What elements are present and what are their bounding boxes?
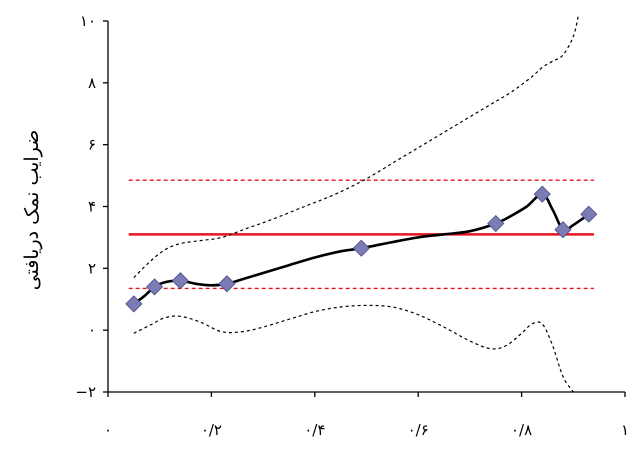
x-tick-label: ۱ — [621, 421, 629, 439]
data-point — [533, 185, 551, 203]
data-point — [145, 278, 164, 296]
data-points — [125, 185, 598, 313]
x-tick-label: ۰/۲ — [201, 421, 222, 439]
axes — [103, 20, 626, 397]
y-tick-label: ۶ — [88, 136, 96, 154]
confidence-band-line — [133, 14, 580, 279]
y-tick-label: −۲ — [75, 383, 96, 401]
y-tick-label: ۲ — [88, 259, 96, 277]
data-point — [580, 205, 598, 223]
x-tick-label: ۰ — [104, 421, 112, 439]
control-limits — [128, 179, 594, 290]
y-tick-label: ۸ — [88, 74, 96, 92]
x-tick-label: ۰/۶ — [408, 421, 429, 439]
data-point — [171, 272, 189, 290]
data-point — [352, 239, 370, 257]
confidence-band-line — [133, 304, 574, 392]
y-axis-title: ضرایب نمک دریافتی — [21, 130, 43, 291]
data-point — [125, 295, 143, 313]
y-tick-label: ۰ — [88, 321, 96, 339]
x-tick-label: ۰/۸ — [511, 421, 532, 439]
y-tick-label: ۴ — [88, 198, 96, 216]
confidence-band — [133, 14, 580, 392]
tick-labels: −۲ ۰ ۲ ۴ ۶ ۸ ۱۰ ۰ ۰/۲ ۰/۴ ۰/۶ ۰/۸ ۱ — [75, 12, 629, 439]
data-point — [218, 275, 236, 293]
y-tick-label: ۱۰ — [80, 12, 96, 30]
x-tick-label: ۰/۴ — [304, 421, 325, 439]
data-point — [487, 214, 505, 233]
data-point — [554, 221, 572, 239]
